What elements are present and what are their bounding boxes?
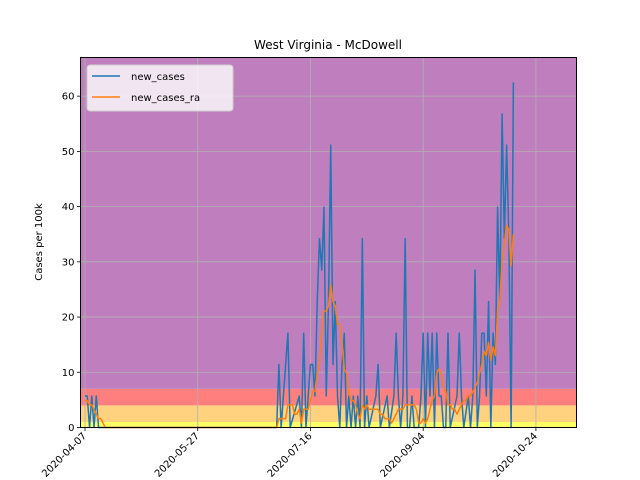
y-tick-label-3: 30: [62, 257, 75, 268]
series-line-new-cases-ra: [85, 224, 515, 429]
plot-frame: [80, 57, 577, 428]
legend-label-new-cases-ra: new_cases_ra: [131, 93, 200, 104]
legend-label-new-cases: new_cases: [131, 72, 185, 83]
risk-band-0: [80, 421, 577, 428]
x-axis: 2020-04-07 2020-05-27 2020-07-16 2020-09-04…: [40, 427, 540, 480]
legend-box: [86, 64, 234, 112]
y-tick-label-0: 0: [68, 423, 74, 434]
y-axis: 0 10 20 30 40 50 60: [62, 92, 81, 434]
chart-title: West Virginia - McDowell: [254, 38, 402, 52]
x-tick-label-2: 2020-07-16: [266, 431, 315, 480]
y-tick-label-1: 10: [62, 368, 75, 379]
y-axis-label: Cases per 100k: [34, 203, 45, 281]
series-lines: [85, 82, 515, 429]
y-tick-label-6: 60: [62, 92, 75, 103]
y-tick-label-4: 40: [62, 202, 75, 213]
y-tick-label-5: 50: [62, 147, 75, 158]
x-tick-label-1: 2020-05-27: [153, 431, 202, 480]
risk-band-1: [80, 405, 577, 422]
series-line-new-cases: [85, 82, 515, 429]
y-tick-label-2: 20: [62, 313, 75, 324]
legend: new_cases new_cases_ra: [86, 64, 234, 112]
x-tick-label-0: 2020-04-07: [40, 431, 89, 480]
risk-band-2: [80, 388, 577, 406]
x-tick-label-4: 2020-10-24: [491, 431, 540, 480]
x-tick-label-3: 2020-09-04: [378, 431, 427, 480]
